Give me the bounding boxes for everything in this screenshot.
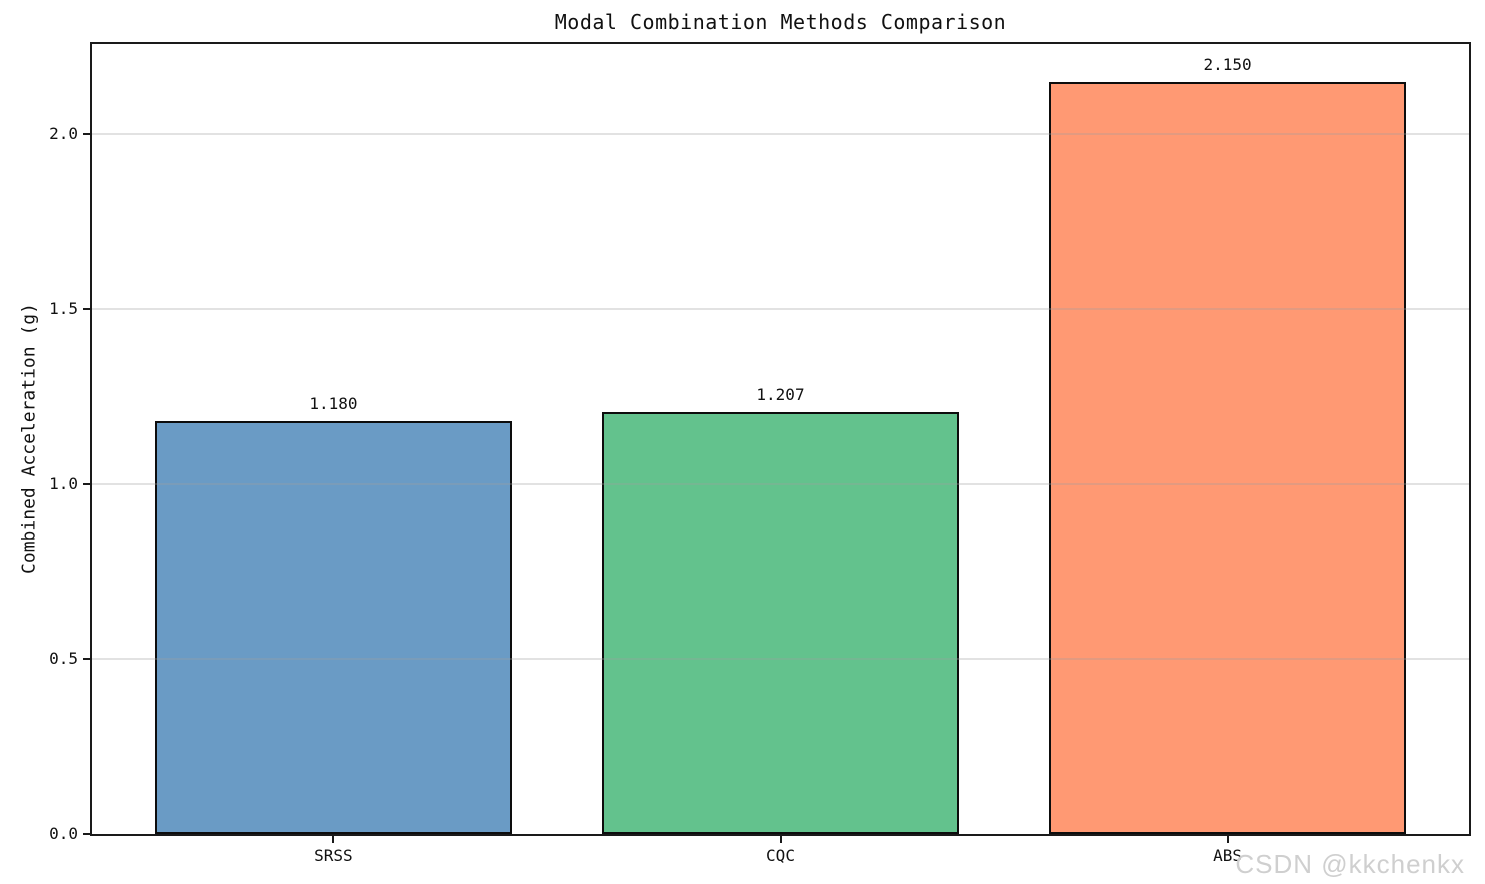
gridline (92, 483, 1469, 486)
x-tick-label: ABS (1213, 846, 1243, 865)
y-axis-label: Combined Acceleration (g) (18, 303, 40, 574)
x-tick-label: SRSS (314, 846, 353, 865)
x-tick-mark (1226, 836, 1229, 843)
gridline (92, 658, 1469, 661)
bar-value-label: 2.150 (1203, 54, 1252, 74)
y-tick-mark (83, 483, 90, 486)
bar (601, 411, 960, 834)
chart-title: Modal Combination Methods Comparison (554, 10, 1007, 34)
y-tick-mark (83, 308, 90, 311)
y-tick-mark (83, 133, 90, 136)
gridline (92, 308, 1469, 311)
x-tick-label: CQC (766, 846, 795, 865)
y-tick-label: 1.5 (49, 299, 78, 319)
x-tick-mark (332, 836, 335, 843)
bar (154, 421, 513, 834)
bar (1048, 81, 1407, 834)
y-tick-label: 0.0 (49, 824, 78, 843)
y-tick-mark (83, 833, 90, 835)
y-tick-mark (83, 658, 90, 661)
y-tick-label: 0.5 (49, 649, 78, 669)
y-tick-label: 2.0 (49, 124, 78, 144)
x-tick-mark (779, 836, 782, 843)
y-tick-label: 1.0 (49, 474, 78, 494)
bar-value-label: 1.180 (309, 394, 358, 414)
watermark: CSDN @kkchenkx (1235, 849, 1465, 879)
bar-value-label: 1.207 (756, 384, 805, 404)
gridline (92, 133, 1469, 136)
